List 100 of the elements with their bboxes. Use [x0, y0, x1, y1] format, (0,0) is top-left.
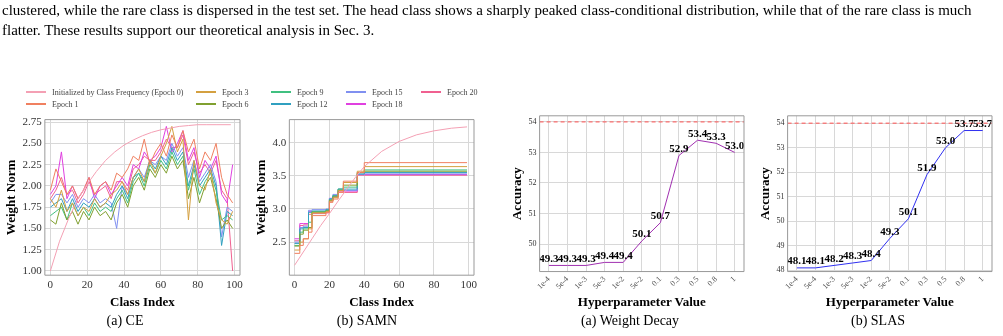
y-tick-label: 3.0: [272, 201, 287, 214]
x-axis-title: Class Index: [110, 293, 176, 309]
y-axis-title: Weight Norm: [3, 159, 19, 236]
x-tick-label: 1e-4: [783, 274, 800, 291]
data-label: 48.4: [861, 246, 882, 259]
x-tick-label: 5e-3: [839, 274, 856, 291]
x-tick-label: 40: [358, 277, 371, 290]
text: (b) SLAS: [849, 313, 907, 329]
x-tick-label: 1e-2: [857, 274, 875, 291]
y-tick-label: 49: [776, 240, 785, 250]
y-tick-label: 52: [776, 167, 785, 177]
legend-label: Epoch 12: [297, 99, 328, 109]
y-tick-label: 54: [528, 117, 537, 126]
x-tick-label: 20: [81, 277, 94, 290]
y-tick-label: 2.25: [22, 157, 43, 170]
x-tick-label: 0: [47, 277, 54, 290]
data-label: 48.3: [843, 249, 863, 262]
x-tick-label: 0.5: [687, 274, 701, 288]
x-tick-label: 1e-3: [572, 274, 589, 291]
y-axis-title: Accuracy: [757, 166, 773, 221]
x-tick-label: 1: [728, 274, 738, 284]
y-tick-label: 50: [776, 216, 785, 226]
y-tick-label: 1.75: [22, 200, 43, 213]
y-tick-label: 50: [528, 239, 537, 249]
x-tick-label: 0.8: [953, 274, 968, 288]
legend-label: Epoch 9: [297, 87, 324, 97]
y-axis-title: Accuracy: [509, 166, 525, 221]
y-tick-label: 3.5: [272, 168, 287, 181]
data-label: 49.3: [557, 251, 578, 264]
data-label: 49.3: [880, 224, 900, 237]
y-tick-label: 1.50: [22, 221, 43, 234]
x-tick-label: 1e-2: [609, 274, 627, 291]
x-tick-label: 80: [192, 277, 204, 290]
legend-label: Epoch 6: [222, 99, 249, 109]
data-label: 52.9: [669, 141, 690, 154]
text: clustered, while the rare class is dispersed in the test set. The head class shows a sharply peaked class-conditional distribution, while that of the rare class is much flatter. These results support our theoretical analysis in Sec. 3.: [2, 1, 973, 40]
data-label: 50.1: [632, 227, 652, 240]
y-tick-label: 2.5: [272, 234, 287, 247]
x-tick-label: 100: [226, 277, 244, 290]
x-tick-label: 20: [323, 277, 336, 290]
x-tick-label: 0.1: [897, 274, 912, 288]
x-tick-label: 60: [155, 277, 167, 290]
data-label: 53.7: [954, 116, 975, 129]
y-tick-label: 51: [528, 208, 537, 218]
data-label: 49.4: [613, 248, 634, 261]
data-label: 48.1: [805, 254, 826, 267]
x-tick-label: 5e-4: [553, 274, 571, 291]
x-tick-label: 5e-2: [628, 274, 645, 291]
data-label: 48.2: [824, 251, 845, 264]
data-label: 49.4: [595, 248, 615, 261]
legend-label: Epoch 1: [52, 99, 79, 109]
y-tick-label: 1.25: [22, 242, 43, 255]
text: (a) Weight Decay: [579, 313, 681, 329]
x-tick-label: 5e-4: [801, 274, 819, 291]
x-tick-label: 0.1: [649, 274, 664, 288]
legend-label: Epoch 15: [372, 87, 403, 97]
y-tick-label: 2.50: [22, 136, 43, 149]
text: (a) CE: [105, 313, 145, 329]
data-label: 50.7: [650, 209, 671, 222]
data-label: 53.7: [973, 116, 993, 129]
x-axis-title: Class Index: [349, 293, 415, 309]
x-tick-label: 0.8: [705, 274, 720, 288]
y-tick-label: 54: [776, 118, 785, 128]
x-tick-label: 60: [393, 277, 406, 290]
x-tick-label: 5e-2: [876, 274, 893, 291]
legend-label: Epoch 20: [447, 87, 478, 97]
data-label: 49.3: [576, 251, 597, 264]
y-tick-label: 1.00: [22, 263, 43, 276]
y-tick-label: 4.0: [272, 135, 287, 148]
legend-label: Epoch 18: [372, 99, 403, 109]
data-label: 51.9: [917, 161, 938, 174]
data-label: 53.4: [687, 126, 708, 139]
y-tick-label: 2.75: [22, 115, 43, 128]
x-tick-label: 80: [428, 277, 440, 290]
data-label: 53.0: [725, 138, 745, 151]
x-tick-label: 0: [291, 277, 298, 290]
text: (b) SAMN: [335, 313, 399, 329]
x-tick-label: 5e-3: [591, 274, 608, 291]
x-tick-label: 0.3: [668, 274, 682, 288]
x-tick-label: 1e-3: [820, 274, 837, 291]
x-axis-title: Hyperparameter Value: [577, 293, 706, 309]
y-tick-label: 52: [528, 178, 537, 188]
legend-label: Epoch 3: [222, 87, 249, 97]
data-label: 53.3: [706, 129, 727, 142]
x-tick-label: 1: [976, 274, 986, 284]
x-tick-label: 40: [118, 277, 131, 290]
y-tick-label: 2.00: [22, 178, 43, 191]
y-tick-label: 48: [776, 265, 785, 275]
data-label: 50.1: [898, 205, 919, 218]
data-label: 48.1: [787, 254, 807, 267]
x-tick-label: 1e-4: [535, 274, 552, 291]
data-label: 53.0: [935, 134, 956, 147]
y-axis-title: Weight Norm: [253, 159, 269, 236]
x-tick-label: 0.3: [916, 274, 930, 288]
y-tick-label: 53: [776, 142, 785, 152]
x-tick-label: 0.5: [935, 274, 949, 288]
legend-label: Initialized by Class Frequency (Epoch 0): [52, 87, 184, 97]
y-tick-label: 53: [528, 147, 537, 157]
x-tick-label: 100: [460, 277, 478, 290]
y-tick-label: 51: [776, 191, 785, 201]
